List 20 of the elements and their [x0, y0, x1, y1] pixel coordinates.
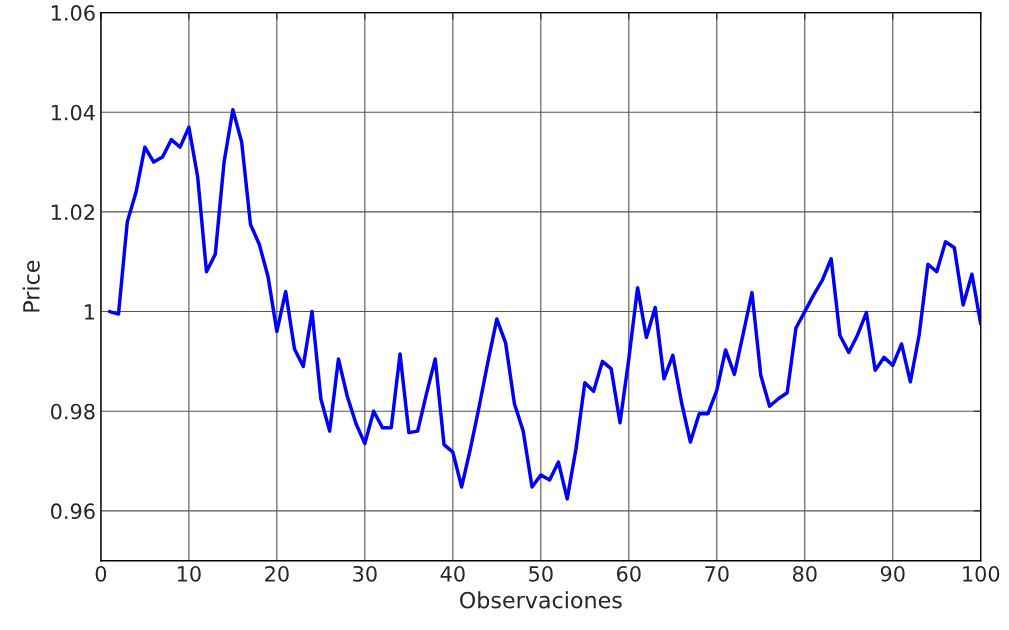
- x-tick-label: 50: [529, 565, 553, 582]
- y-tick-label: 1.02: [51, 204, 94, 221]
- x-axis-title: Observaciones: [460, 591, 622, 609]
- y-axis-title: Price: [22, 260, 40, 312]
- y-tick-label: 1: [85, 304, 95, 320]
- x-tick-label: 100: [963, 565, 1000, 582]
- y-tick-label: 1.06: [51, 5, 95, 21]
- x-tick-label: 90: [880, 565, 905, 582]
- x-tick-label: 60: [617, 565, 641, 582]
- x-tick-label: 80: [792, 565, 817, 582]
- line-series: [107, 108, 981, 501]
- x-tick-label: 0: [95, 565, 107, 582]
- y-tick-label: 1.04: [51, 104, 95, 121]
- x-tick-label: 40: [440, 565, 465, 582]
- x-tick-label: 10: [177, 565, 201, 582]
- x-tick-label: 30: [353, 565, 377, 582]
- x-tick-label: 20: [265, 565, 289, 582]
- y-tick-label: 0.96: [51, 503, 95, 520]
- y-tick-label: 0.98: [51, 403, 95, 420]
- x-tick-label: 70: [705, 565, 729, 582]
